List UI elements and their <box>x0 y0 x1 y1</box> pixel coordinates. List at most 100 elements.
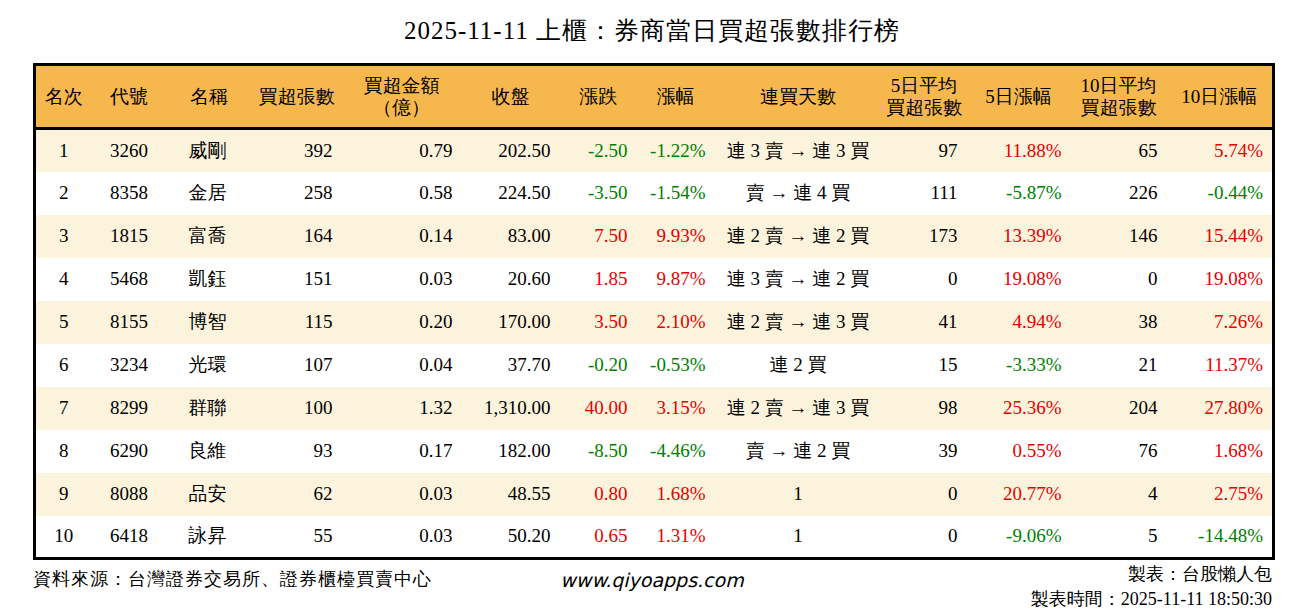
code-cell: 5468 <box>92 258 167 301</box>
avg10-net-buy-cell: 146 <box>1071 215 1167 258</box>
rank-cell: 6 <box>35 344 92 387</box>
code-cell: 3234 <box>92 344 167 387</box>
change-pct-cell: -0.53% <box>637 344 715 387</box>
column-header-change-pct: 漲幅 <box>637 65 715 129</box>
table-maker: 製表：台股懶人包 <box>1031 562 1272 587</box>
code-cell: 8088 <box>92 473 167 516</box>
avg10-net-buy-cell: 65 <box>1071 129 1167 172</box>
pct10-cell: 27.80% <box>1167 387 1274 430</box>
change-cell: -8.50 <box>560 430 637 473</box>
rank-cell: 10 <box>35 516 92 559</box>
name-cell: 博智 <box>167 301 252 344</box>
pct5-cell: 20.77% <box>967 473 1071 516</box>
table-row: 63234光環1070.0437.70-0.20-0.53%連 2 買15-3.… <box>35 344 1274 387</box>
rank-cell: 7 <box>35 387 92 430</box>
column-header-code: 代號 <box>92 65 167 129</box>
net-buy-amount-cell: 0.03 <box>342 516 462 559</box>
table-row: 86290良維930.17182.00-8.50-4.46%賣 → 連 2 買3… <box>35 430 1274 473</box>
table-row: 106418詠昇550.0350.200.651.31%10-9.06%5-14… <box>35 516 1274 559</box>
net-buy-lots-cell: 100 <box>252 387 342 430</box>
avg10-net-buy-cell: 76 <box>1071 430 1167 473</box>
close-cell: 182.00 <box>462 430 560 473</box>
avg10-net-buy-cell: 4 <box>1071 473 1167 516</box>
change-pct-cell: -4.46% <box>637 430 715 473</box>
header-row: 名次代號名稱買超張數買超金額 （億）收盤漲跌漲幅連買天數5日平均 買超張數5日漲… <box>35 65 1274 129</box>
change-cell: 40.00 <box>560 387 637 430</box>
pct5-cell: -9.06% <box>967 516 1071 559</box>
code-cell: 3260 <box>92 129 167 172</box>
close-cell: 202.50 <box>462 129 560 172</box>
name-cell: 富喬 <box>167 215 252 258</box>
change-pct-cell: -1.22% <box>637 129 715 172</box>
avg10-net-buy-cell: 204 <box>1071 387 1167 430</box>
name-cell: 群聯 <box>167 387 252 430</box>
rank-cell: 1 <box>35 129 92 172</box>
pct5-cell: -3.33% <box>967 344 1071 387</box>
net-buy-amount-cell: 0.20 <box>342 301 462 344</box>
table-header: 名次代號名稱買超張數買超金額 （億）收盤漲跌漲幅連買天數5日平均 買超張數5日漲… <box>35 65 1274 129</box>
avg5-net-buy-cell: 15 <box>882 344 967 387</box>
name-cell: 良維 <box>167 430 252 473</box>
net-buy-lots-cell: 258 <box>252 172 342 215</box>
change-cell: 0.80 <box>560 473 637 516</box>
pct5-cell: 4.94% <box>967 301 1071 344</box>
table-row: 78299群聯1001.321,310.0040.003.15%連 2 賣 → … <box>35 387 1274 430</box>
net-buy-lots-cell: 115 <box>252 301 342 344</box>
close-cell: 37.70 <box>462 344 560 387</box>
column-header-change: 漲跌 <box>560 65 637 129</box>
pct5-cell: 13.39% <box>967 215 1071 258</box>
net-buy-lots-cell: 62 <box>252 473 342 516</box>
avg5-net-buy-cell: 97 <box>882 129 967 172</box>
table-row: 45468凱鈺1510.0320.601.859.87%連 3 賣 → 連 2 … <box>35 258 1274 301</box>
buy-streak-cell: 連 2 賣 → 連 3 買 <box>715 387 882 430</box>
table-body: 13260威剛3920.79202.50-2.50-1.22%連 3 賣 → 連… <box>35 129 1274 559</box>
change-cell: 3.50 <box>560 301 637 344</box>
pct10-cell: 19.08% <box>1167 258 1274 301</box>
close-cell: 50.20 <box>462 516 560 559</box>
change-pct-cell: 9.93% <box>637 215 715 258</box>
close-cell: 20.60 <box>462 258 560 301</box>
net-buy-lots-cell: 164 <box>252 215 342 258</box>
pct5-cell: 25.36% <box>967 387 1071 430</box>
code-cell: 6290 <box>92 430 167 473</box>
code-cell: 8299 <box>92 387 167 430</box>
buy-streak-cell: 1 <box>715 516 882 559</box>
change-pct-cell: 9.87% <box>637 258 715 301</box>
pct5-cell: 11.88% <box>967 129 1071 172</box>
rank-cell: 2 <box>35 172 92 215</box>
table-row: 28358金居2580.58224.50-3.50-1.54%賣 → 連 4 買… <box>35 172 1274 215</box>
avg5-net-buy-cell: 39 <box>882 430 967 473</box>
change-pct-cell: -1.54% <box>637 172 715 215</box>
column-header-avg5-net-buy: 5日平均 買超張數 <box>882 65 967 129</box>
buy-streak-cell: 連 2 賣 → 連 2 買 <box>715 215 882 258</box>
rank-cell: 4 <box>35 258 92 301</box>
change-pct-cell: 1.68% <box>637 473 715 516</box>
avg5-net-buy-cell: 0 <box>882 473 967 516</box>
made-at-timestamp: 製表時間：2025-11-11 18:50:30 <box>1031 587 1272 612</box>
name-cell: 品安 <box>167 473 252 516</box>
column-header-close: 收盤 <box>462 65 560 129</box>
change-cell: -0.20 <box>560 344 637 387</box>
column-header-buy-streak: 連買天數 <box>715 65 882 129</box>
close-cell: 83.00 <box>462 215 560 258</box>
column-header-net-buy-lots: 買超張數 <box>252 65 342 129</box>
avg10-net-buy-cell: 0 <box>1071 258 1167 301</box>
rank-cell: 8 <box>35 430 92 473</box>
code-cell: 6418 <box>92 516 167 559</box>
name-cell: 金居 <box>167 172 252 215</box>
net-buy-lots-cell: 151 <box>252 258 342 301</box>
avg5-net-buy-cell: 111 <box>882 172 967 215</box>
code-cell: 8155 <box>92 301 167 344</box>
change-cell: -2.50 <box>560 129 637 172</box>
buy-streak-cell: 賣 → 連 2 買 <box>715 430 882 473</box>
net-buy-amount-cell: 0.17 <box>342 430 462 473</box>
column-header-rank: 名次 <box>35 65 92 129</box>
pct10-cell: 5.74% <box>1167 129 1274 172</box>
net-buy-lots-cell: 392 <box>252 129 342 172</box>
close-cell: 1,310.00 <box>462 387 560 430</box>
change-cell: 1.85 <box>560 258 637 301</box>
avg10-net-buy-cell: 38 <box>1071 301 1167 344</box>
change-cell: 7.50 <box>560 215 637 258</box>
change-pct-cell: 1.31% <box>637 516 715 559</box>
net-buy-lots-cell: 107 <box>252 344 342 387</box>
